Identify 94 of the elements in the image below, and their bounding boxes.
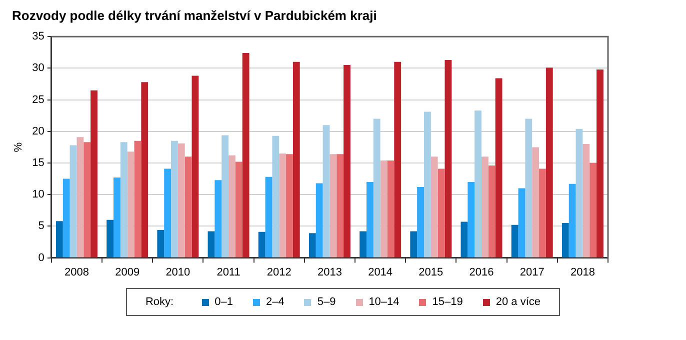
bar xyxy=(235,162,242,258)
legend-label: 20 a více xyxy=(496,296,541,308)
bar xyxy=(120,142,128,258)
bar xyxy=(70,145,77,258)
bar xyxy=(56,221,63,258)
bar xyxy=(546,68,553,258)
bar xyxy=(330,154,337,258)
bar xyxy=(84,142,91,258)
x-tick-label: 2011 xyxy=(216,266,240,278)
bar xyxy=(410,231,418,258)
bar xyxy=(279,154,286,258)
bar xyxy=(164,168,172,258)
y-tick-label: 35 xyxy=(32,30,44,43)
bar xyxy=(90,90,98,258)
bar xyxy=(582,144,590,258)
bar xyxy=(222,135,229,258)
bar xyxy=(228,155,236,258)
legend-title: Roky: xyxy=(145,296,174,308)
bar xyxy=(444,60,452,258)
bar xyxy=(242,53,250,258)
bar xyxy=(184,156,192,258)
bar xyxy=(308,233,316,258)
bar xyxy=(590,163,597,258)
bar xyxy=(576,128,583,258)
bar xyxy=(568,184,576,258)
y-tick-label: 20 xyxy=(32,125,44,138)
bar xyxy=(394,62,402,258)
x-tick-label: 2015 xyxy=(418,266,444,278)
y-tick-label: 15 xyxy=(32,157,44,170)
bar xyxy=(424,112,431,258)
bar xyxy=(596,69,604,258)
bar xyxy=(380,160,388,258)
bar xyxy=(474,110,482,258)
bar xyxy=(316,183,323,258)
bar xyxy=(265,176,272,258)
bar xyxy=(417,187,424,258)
bar xyxy=(157,230,164,258)
bar xyxy=(292,62,300,258)
bar xyxy=(387,160,394,258)
bar xyxy=(208,231,215,258)
x-tick-label: 2009 xyxy=(115,266,140,278)
y-axis-title: % xyxy=(12,142,25,152)
bar xyxy=(360,231,366,258)
bar xyxy=(460,222,468,258)
bar xyxy=(258,232,266,258)
bar xyxy=(430,156,438,258)
x-tick-label: 2012 xyxy=(266,266,292,278)
legend-label: 2–4 xyxy=(266,296,284,308)
bar xyxy=(539,168,546,258)
bar xyxy=(366,182,374,258)
bar xyxy=(272,136,280,258)
bar xyxy=(336,154,344,258)
bar xyxy=(373,118,380,258)
bar xyxy=(482,156,488,258)
legend-label: 15–19 xyxy=(432,296,463,308)
bar xyxy=(562,223,569,258)
chart-title: Rozvody podle délky trvání manželství v Pardubickém kraji xyxy=(12,8,378,23)
bar xyxy=(171,140,178,258)
bar xyxy=(468,182,475,258)
bar xyxy=(134,140,142,258)
bar xyxy=(511,224,518,258)
bar xyxy=(76,137,84,258)
bar xyxy=(127,152,134,258)
x-tick-label: 2013 xyxy=(317,266,342,278)
y-tick-label: 0 xyxy=(38,252,44,264)
x-tick-label: 2018 xyxy=(570,266,595,278)
x-tick-label: 2014 xyxy=(368,266,393,278)
bar xyxy=(178,143,185,258)
bar xyxy=(214,180,222,258)
bar xyxy=(62,178,70,258)
legend-label: 5–9 xyxy=(317,296,336,308)
legend-label: 0–1 xyxy=(214,296,233,308)
bar xyxy=(322,125,330,258)
x-tick-label: 2017 xyxy=(520,266,544,278)
bar xyxy=(488,166,496,258)
bar xyxy=(344,65,350,258)
bar xyxy=(114,178,120,258)
x-tick-label: 2008 xyxy=(64,266,89,278)
bar xyxy=(192,76,199,258)
bar xyxy=(286,154,293,258)
bar xyxy=(532,147,540,258)
bar xyxy=(525,118,532,258)
y-tick-label: 5 xyxy=(38,220,44,232)
y-tick-label: 10 xyxy=(32,188,44,201)
legend-label: 10–14 xyxy=(368,296,400,308)
bar xyxy=(106,220,114,258)
y-tick-label: 30 xyxy=(32,62,44,74)
bar xyxy=(518,188,526,258)
bar xyxy=(438,168,445,258)
x-tick-label: 2010 xyxy=(166,266,190,278)
bar xyxy=(495,78,502,258)
bar xyxy=(141,82,148,258)
y-tick-label: 25 xyxy=(32,94,44,106)
x-tick-label: 2016 xyxy=(469,266,494,278)
